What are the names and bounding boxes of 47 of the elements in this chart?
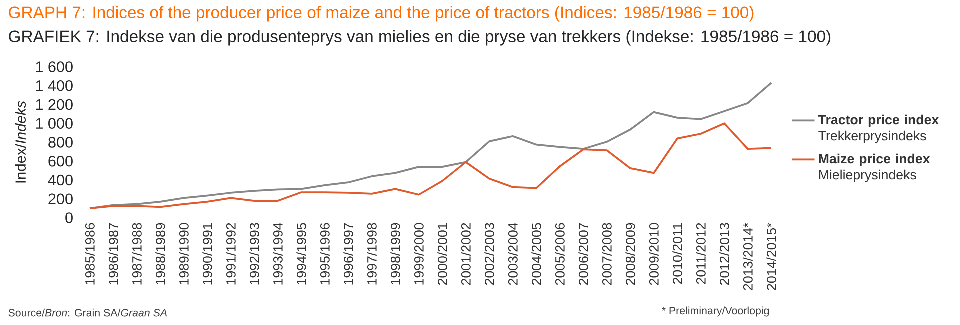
chart-title: GRAPH 7: Indices of the producer price of maize and the price of tractors (Indices: 1985/1986 = 100) [9,6,754,22]
x-tick-label: 1985/1986 [85,223,95,285]
y-tick-label: 1 200 [36,99,73,110]
y-tick-label: 0 [66,212,73,224]
chart-subtitle: GRAFIEK 7: Indekse van die produsenteprys van mielies en die pryse van trekkers (Indekse: 1985/1986 = 100) [9,30,831,46]
y-axis-title: Index/Indeks [15,101,26,183]
y-tick-label: 800 [48,137,73,148]
x-tick-label: 1997/1998 [367,223,377,285]
x-tick-label: 2004/2005 [532,223,542,286]
y-tick-label: 1 600 [36,62,73,72]
y-tick-label: 1 400 [36,80,73,92]
source-note: Source/Bron: Grain SA/Graan SA [8,308,167,317]
x-tick-label: 2010/2011 [672,223,682,284]
legend-label: Tractor price index Trekkerprysindeks [818,114,940,144]
x-tick-label: 2002/2003 [484,223,494,286]
x-tick-label: 1999/2000 [414,223,424,285]
x-tick-label: 1995/1996 [320,223,330,285]
x-tick-label: 2000/2001 [438,223,448,286]
legend-label: Maize price index Mielieprysindeks [819,154,930,182]
x-tick-label: 1991/1992 [226,223,236,285]
x-tick-label: 1994/1995 [296,223,306,285]
y-tick-label: 200 [48,194,73,205]
x-tick-label: 1986/1987 [108,223,118,285]
x-tick-label: 2007/2008 [602,223,612,286]
x-tick-label: 2011/2012 [696,223,706,284]
x-tick-label: 2009/2010 [649,223,659,286]
x-tick-label: 2001/2002 [461,223,471,286]
x-tick-label: 2003/2004 [508,223,518,286]
x-tick-label: 2008/2009 [626,223,636,286]
y-tick-label: 400 [48,174,73,186]
x-tick-label: 1987/1988 [132,223,142,285]
x-tick-label: 2005/2006 [555,223,565,286]
x-tick-label: 1996/1997 [344,223,354,285]
x-tick-label: 1998/1999 [390,223,400,285]
x-tick-label: 2013/2014* [743,222,753,290]
x-tick-label: 1988/1989 [156,223,166,285]
x-tick-label: 2014/2015* [766,222,776,290]
text: * Preliminary/Voorlopig [662,306,770,317]
y-tick-label: 1 000 [36,118,73,130]
x-tick-label: 1989/1990 [179,223,189,285]
y-tick-label: 600 [48,156,73,167]
x-tick-label: 2012/2013 [720,223,730,286]
x-tick-label: 1993/1994 [273,223,283,285]
x-tick-label: 1992/1993 [250,223,260,285]
x-tick-label: 1990/1991 [202,223,212,285]
line-series [89,122,772,210]
x-tick-label: 2006/2007 [578,223,588,286]
